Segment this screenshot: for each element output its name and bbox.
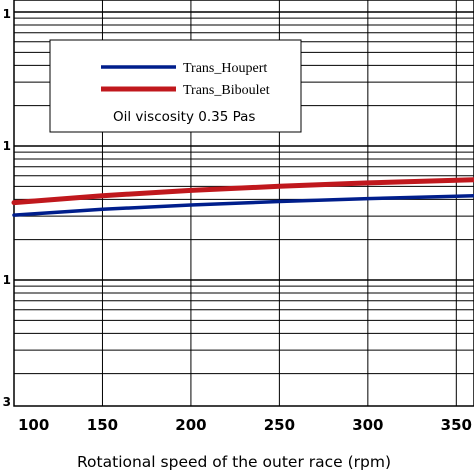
x-tick-label: 250 <box>264 416 295 434</box>
legend-label-trans-houpert: Trans_Houpert <box>183 61 267 76</box>
y-tick-label: 1 <box>3 273 11 287</box>
y-tick-labels: 1 1 1 3 <box>3 7 11 409</box>
x-tick-label: 100 <box>18 416 49 434</box>
y-tick-label: 1 <box>3 139 11 153</box>
x-axis-label: Rotational speed of the outer race (rpm) <box>77 453 391 471</box>
y-tick-label: 3 <box>3 395 11 409</box>
x-tick-label: 200 <box>175 416 206 434</box>
legend-box <box>49 39 302 133</box>
x-tick-label: 350 <box>441 416 472 434</box>
series-line-trans-biboulet <box>11 177 474 206</box>
annotation-oil-viscosity: Oil viscosity 0.35 Pas <box>113 109 255 125</box>
series-line-trans-houpert <box>12 194 474 217</box>
y-tick-label: 1 <box>3 7 11 21</box>
legend: Trans_Houpert Trans_Biboulet Oil viscosi… <box>49 39 302 133</box>
x-tick-labels: 100 150 200 250 300 350 <box>18 416 472 434</box>
x-tick-label: 150 <box>87 416 118 434</box>
legend-label-trans-biboulet: Trans_Biboulet <box>183 83 270 98</box>
series-lines <box>11 177 474 217</box>
x-tick-label: 300 <box>352 416 383 434</box>
